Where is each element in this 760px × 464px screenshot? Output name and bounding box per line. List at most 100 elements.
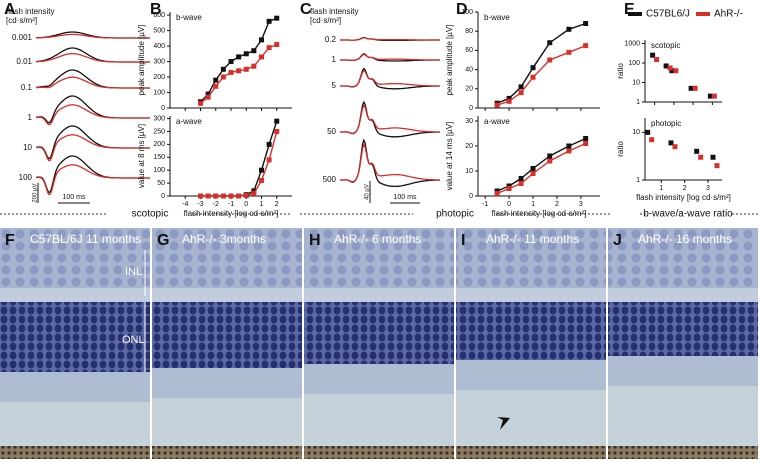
x-tick-label: 0 — [244, 201, 248, 208]
y-axis-label: value at 8 ms [µV] — [137, 124, 146, 188]
tissue-layer — [304, 288, 454, 302]
data-point — [530, 74, 536, 80]
data-point — [518, 90, 524, 96]
intensity-label: 0.001 — [12, 33, 33, 42]
axis-label: [cd·s/m²] — [6, 16, 37, 25]
data-point — [243, 192, 249, 198]
axis — [169, 116, 292, 197]
x-axis-label: flash intensity [log cd·s/m²] — [492, 209, 587, 218]
panel-letter: D — [456, 1, 468, 18]
data-point — [518, 181, 524, 186]
data-point — [668, 140, 674, 146]
y-axis-label: peak amplitude [µV] — [137, 25, 146, 96]
histology-panel: C57BL/6J 11 months F — [0, 228, 150, 459]
tissue-layer — [152, 288, 302, 302]
tissue-layer — [0, 372, 150, 402]
data-point — [494, 102, 500, 108]
scale-bar — [369, 181, 420, 204]
panel-letter: E — [624, 1, 635, 18]
trace — [35, 76, 150, 89]
intensity-label: 10 — [23, 143, 32, 152]
data-point — [518, 84, 524, 90]
data-point — [707, 93, 713, 99]
data-point — [650, 52, 656, 58]
tissue-layer — [152, 302, 302, 368]
tissue-layer — [608, 288, 758, 302]
data-point — [583, 43, 589, 49]
data-point — [205, 94, 211, 100]
series-line — [496, 137, 586, 192]
y-tick-label: 300 — [153, 58, 165, 65]
intensity-label: 5 — [332, 81, 337, 90]
histology-panel: AhR-/- 16 months J — [608, 228, 758, 459]
data-point — [566, 148, 572, 154]
legend-label: C57BL6/J — [646, 9, 690, 20]
data-point — [566, 26, 572, 32]
y-tick-label: 150 — [153, 154, 165, 161]
data-point — [213, 83, 219, 89]
data-point — [669, 68, 675, 74]
annotation: scotopic — [651, 41, 680, 50]
histology-title: AhR-/- 16 months — [638, 232, 732, 246]
tissue-layer — [0, 446, 150, 459]
data-point — [649, 137, 655, 143]
x-tick-label: 1 — [260, 201, 264, 208]
y-tick-label: 80 — [465, 28, 473, 35]
y-tick-label: 30 — [465, 118, 473, 125]
section-label: b-wave/a-wave ratio — [643, 209, 733, 220]
data-point — [274, 128, 280, 134]
y-tick-label: 400 — [153, 43, 165, 50]
scale-label: 200 µV — [33, 183, 39, 202]
data-point — [243, 51, 249, 57]
tissue-layer — [608, 302, 758, 356]
y-tick-label: 250 — [153, 128, 165, 135]
histology-panel: AhR-/- 3months G — [152, 228, 302, 459]
panel-letter: I — [461, 232, 465, 249]
data-point — [583, 141, 589, 146]
intensity-label: 0.2 — [325, 35, 337, 44]
panel-letter: C — [300, 1, 312, 18]
tissue-layer — [0, 402, 150, 446]
histology-title: C57BL/6J 11 months — [30, 232, 141, 246]
tissue-layer — [304, 302, 454, 364]
data-point — [506, 98, 512, 104]
y-tick-label: 200 — [153, 141, 165, 148]
data-point — [266, 18, 272, 24]
panel-letter: F — [5, 232, 15, 249]
histology-panel: AhR-/- 11 months I — [456, 228, 606, 459]
annotation: photopic — [651, 119, 681, 128]
tissue-layer — [456, 302, 606, 360]
series-line — [496, 22, 586, 104]
y-axis-label: value at 14 ms [µV] — [445, 122, 454, 191]
y-tick-label: 1000 — [624, 40, 640, 47]
data-point — [714, 163, 720, 169]
y-axis-label: ratio — [616, 63, 625, 79]
tissue-layer — [152, 398, 302, 446]
y-tick-label: 1 — [636, 99, 640, 106]
arrow — [497, 417, 510, 430]
data-point — [547, 153, 553, 159]
scale-label: 100 ms — [63, 194, 86, 201]
histology-panel: AhR-/- 6 months H — [304, 228, 454, 459]
histology-title: AhR-/- 6 months — [334, 232, 421, 246]
x-tick-label: 2 — [555, 201, 559, 208]
data-point — [228, 59, 234, 65]
x-tick-label: -1 — [228, 201, 234, 208]
data-point — [205, 91, 211, 97]
scale-bar — [37, 183, 90, 204]
x-tick-label: 2 — [275, 201, 279, 208]
data-point — [694, 148, 700, 154]
intensity-label: 1 — [332, 55, 337, 64]
tissue-layer — [152, 368, 302, 398]
axis — [477, 116, 600, 197]
x-tick-label: 0 — [507, 201, 511, 208]
data-point — [547, 57, 553, 63]
data-point — [688, 85, 694, 91]
data-point — [228, 193, 234, 199]
data-point — [547, 40, 553, 46]
trace — [340, 53, 440, 61]
data-point — [583, 136, 589, 141]
axis-label: flash intensity — [310, 7, 358, 16]
annotation: a-wave — [176, 117, 202, 126]
